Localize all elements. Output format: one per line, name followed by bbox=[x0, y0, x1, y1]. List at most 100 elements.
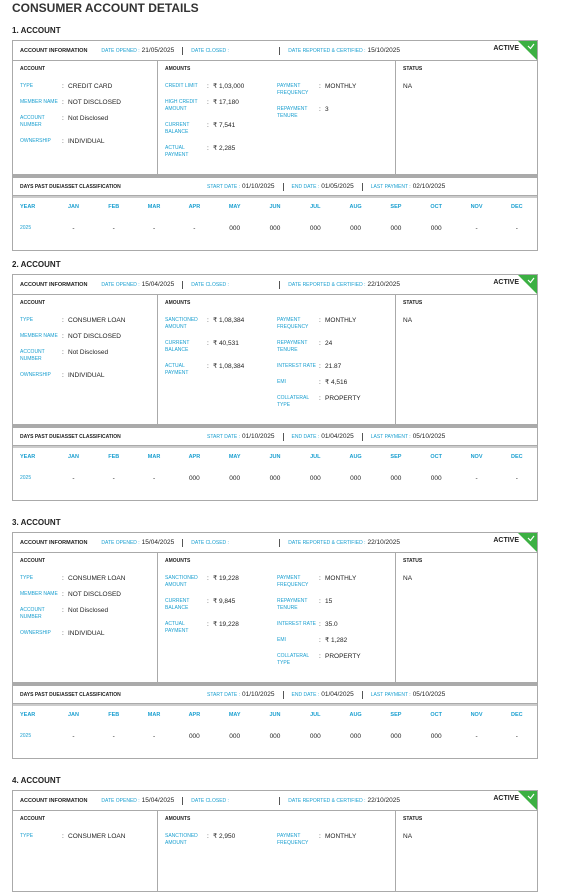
field-value: ₹ 1,08,384 bbox=[213, 363, 245, 370]
status-value: NA bbox=[403, 317, 413, 324]
separator: : bbox=[319, 395, 321, 402]
separator: : bbox=[207, 145, 209, 152]
date-closed: DATE CLOSED : bbox=[182, 538, 279, 547]
dpd-grid: YEAR JAN FEB MAR APR MAY JUN JUL AUG SEP OCT NOV DEC… bbox=[13, 704, 537, 758]
start-value: 01/10/2025 bbox=[241, 183, 275, 190]
month-header: OCT bbox=[430, 712, 443, 718]
field-row: ACCOUNT NUMBER: Not Disclosed bbox=[20, 607, 151, 621]
month-header: DEC bbox=[511, 712, 523, 718]
account-section: 3. ACCOUNT ACCOUNT INFORMATION DATE OPENED… bbox=[12, 518, 538, 759]
separator: : bbox=[207, 99, 209, 106]
field-row: OWNERSHIP: INDIVIDUAL bbox=[20, 630, 151, 637]
field-value: ₹ 7,541 bbox=[213, 122, 236, 129]
status-column: STATUS NA bbox=[396, 61, 537, 174]
dpd-box: DAYS PAST DUE/ASSET CLASSIFICATION START … bbox=[12, 175, 538, 251]
field-label: SANCTIONED AMOUNT bbox=[165, 833, 198, 846]
field-row: OWNERSHIP: INDIVIDUAL bbox=[20, 372, 151, 379]
dpd-box: DAYS PAST DUE/ASSET CLASSIFICATION START … bbox=[12, 425, 538, 501]
month-value: 000 bbox=[309, 225, 321, 232]
field-row: ACTUAL PAYMENT: ₹ 19,228 bbox=[165, 621, 277, 635]
end-value: 01/05/2025 bbox=[321, 183, 354, 190]
field-row: MEMBER NAME: NOT DISCLOSED bbox=[20, 99, 151, 106]
field-row: MEMBER NAME: NOT DISCLOSED bbox=[20, 333, 151, 340]
separator: : bbox=[207, 122, 209, 129]
month-value: 2025 bbox=[20, 733, 32, 739]
date-opened-value: 15/04/2025 bbox=[141, 281, 175, 288]
field-label: ACCOUNT NUMBER bbox=[20, 115, 45, 128]
month-value: 000 bbox=[350, 733, 362, 740]
month-value: - bbox=[72, 733, 75, 740]
date-opened: DATE OPENED :15/04/2025 bbox=[101, 797, 182, 805]
month-header: JUL bbox=[310, 454, 321, 460]
month-header: JAN bbox=[67, 712, 79, 718]
separator: : bbox=[62, 372, 64, 379]
separator: : bbox=[62, 575, 64, 582]
separator: : bbox=[207, 833, 209, 840]
field-value: NOT DISCLOSED bbox=[68, 333, 121, 340]
field-row: REPAYMENT TENURE:3 bbox=[277, 106, 389, 120]
month-header: FEB bbox=[108, 712, 120, 718]
month-value: 000 bbox=[309, 475, 321, 482]
field-row: REPAYMENT TENURE:15 bbox=[277, 598, 389, 612]
date-closed-label: DATE CLOSED : bbox=[191, 47, 229, 54]
field-value: PROPERTY bbox=[325, 395, 361, 402]
amounts-grid: SANCTIONED AMOUNT: ₹ 2,950 PAYMENT FREQUEN… bbox=[165, 833, 389, 856]
status-value: NA bbox=[403, 833, 413, 840]
account-details: ACCOUNT TYPE: CONSUMER LOAN AMOUNTS SANCTION… bbox=[13, 811, 537, 891]
field-label: PAYMENT FREQUENCY bbox=[277, 575, 309, 588]
dpd-box: DAYS PAST DUE/ASSET CLASSIFICATION START … bbox=[12, 683, 538, 759]
field-value: ₹ 1,08,384 bbox=[213, 317, 245, 324]
field-row: TYPE: CONSUMER LOAN bbox=[20, 833, 151, 840]
month-value: 000 bbox=[430, 475, 442, 482]
field-label: ACCOUNT NUMBER bbox=[20, 607, 45, 620]
separator: : bbox=[319, 363, 321, 370]
field-label: ACCOUNT NUMBER bbox=[20, 349, 45, 362]
month-value: 000 bbox=[229, 225, 241, 232]
dpd-start: START DATE :01/10/2025 bbox=[207, 433, 283, 441]
field-value: MONTHLY bbox=[325, 833, 357, 840]
status-column: STATUS NA bbox=[396, 811, 537, 891]
amounts-right: PAYMENT FREQUENCY: MONTHLY bbox=[277, 833, 389, 856]
field-value: CONSUMER LOAN bbox=[68, 833, 126, 840]
month-header: SEP bbox=[390, 204, 402, 210]
column-header: STATUS bbox=[403, 66, 423, 72]
separator: : bbox=[62, 83, 64, 90]
column-header: AMOUNTS bbox=[165, 816, 191, 822]
column-header: AMOUNTS bbox=[165, 66, 191, 72]
month-value: - bbox=[475, 475, 478, 482]
field-row: CURRENT BALANCE: ₹ 7,541 bbox=[165, 122, 277, 136]
field-value: INDIVIDUAL bbox=[68, 372, 105, 379]
amounts-grid: SANCTIONED AMOUNT: ₹ 19,228 CURRENT BALANC… bbox=[165, 575, 389, 676]
month-header: SEP bbox=[390, 712, 402, 718]
separator: : bbox=[207, 340, 209, 347]
date-reported: DATE REPORTED & CERTIFIED :22/10/2025 bbox=[279, 796, 408, 805]
amounts-right: PAYMENT FREQUENCY: MONTHLY REPAYMENT TENUR… bbox=[277, 83, 389, 168]
month-header: OCT bbox=[430, 454, 443, 460]
column-header: STATUS bbox=[403, 558, 423, 564]
separator: : bbox=[207, 317, 209, 324]
status-column: STATUS NA bbox=[396, 553, 537, 682]
account-info-bar: ACCOUNT INFORMATION DATE OPENED :15/04/20… bbox=[13, 275, 537, 295]
amounts-grid: SANCTIONED AMOUNT: ₹ 1,08,384 CURRENT BALA… bbox=[165, 317, 389, 418]
month-header: JUL bbox=[310, 204, 321, 210]
account-box: ACCOUNT INFORMATION DATE OPENED :15/04/20… bbox=[12, 790, 538, 892]
corner-triangle bbox=[518, 41, 537, 60]
dpd-end: END DATE :01/05/2025 bbox=[282, 182, 362, 191]
amounts-column: AMOUNTS CREDIT LIMIT: ₹ 1,03,000 HIGH CREDI… bbox=[158, 61, 396, 174]
end-label: END DATE : bbox=[291, 183, 320, 190]
check-icon bbox=[527, 277, 535, 284]
month-value: 000 bbox=[188, 475, 200, 482]
date-reported-label: DATE REPORTED & CERTIFIED : bbox=[288, 797, 366, 804]
field-label: PAYMENT FREQUENCY bbox=[277, 83, 309, 96]
month-value: - bbox=[152, 733, 156, 740]
date-closed: DATE CLOSED : bbox=[182, 280, 279, 289]
month-header: DEC bbox=[511, 204, 523, 210]
field-label: ACTUAL PAYMENT bbox=[165, 145, 189, 158]
dpd-grid: YEAR JAN FEB MAR APR MAY JUN JUL AUG SEP OCT NOV DEC… bbox=[13, 446, 537, 500]
start-label: START DATE : bbox=[207, 433, 240, 440]
info-label: ACCOUNT INFORMATION bbox=[20, 539, 88, 546]
field-value: ₹ 19,228 bbox=[213, 621, 239, 628]
month-header: MAY bbox=[228, 454, 241, 460]
field-label: SANCTIONED AMOUNT bbox=[165, 575, 198, 588]
field-value: Not Disclosed bbox=[68, 349, 109, 356]
